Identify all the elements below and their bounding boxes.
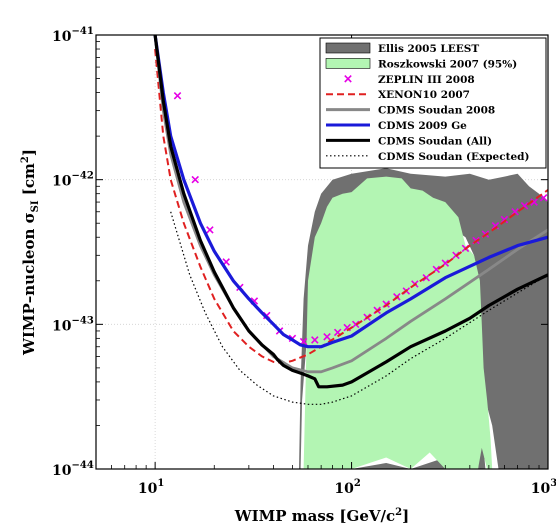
series-zeplin-marker-30 bbox=[511, 207, 519, 216]
series-zeplin-marker-1 bbox=[191, 175, 199, 184]
ticks: 101 102 103 10−44 10−43 10−42 10−41 bbox=[52, 26, 556, 497]
series-zeplin-marker-29 bbox=[500, 215, 509, 224]
legend-label-cdms2009: CDMS 2009 Ge bbox=[378, 120, 467, 132]
legend-symbol-zeplin bbox=[344, 75, 352, 83]
x-tick-label-1: 102 bbox=[334, 478, 360, 497]
y-axis-label: WIMP–nucleon σSI [cm2] bbox=[20, 149, 41, 356]
series-cdms2008-line bbox=[153, 35, 548, 374]
series-xenon-line bbox=[154, 48, 548, 364]
legend-label-zeplin: ZEPLIN III 2008 bbox=[378, 74, 475, 86]
y-tick-label-1: 10−43 bbox=[52, 315, 94, 334]
series-zeplin-marker-32 bbox=[530, 198, 538, 206]
series-zeplin-marker-14 bbox=[351, 320, 360, 329]
legend-label-cdms_expected: CDMS Soudan (Expected) bbox=[378, 151, 529, 163]
legend-label-cdms2008: CDMS Soudan 2008 bbox=[378, 105, 495, 117]
legend-symbol-roszkowski bbox=[325, 58, 371, 69]
legend-label-cdms_all: CDMS Soudan (All) bbox=[378, 135, 492, 147]
series-zeplin-marker-28 bbox=[491, 222, 500, 230]
plot-area bbox=[153, 35, 548, 469]
series-zeplin-marker-11 bbox=[323, 333, 331, 341]
x-axis-label: WIMP mass [GeV/c2] bbox=[234, 507, 409, 525]
legend-label-xenon: XENON10 2007 bbox=[378, 89, 470, 101]
x-tick-label-0: 101 bbox=[138, 478, 164, 497]
y-tick-label-2: 10−42 bbox=[52, 171, 94, 190]
plot-frame bbox=[95, 34, 549, 470]
legend-symbol-ellis bbox=[325, 42, 371, 54]
series-zeplin-marker-10 bbox=[311, 336, 319, 344]
series-cdms_all-line bbox=[153, 35, 548, 389]
y-tick-label-0: 10−44 bbox=[52, 460, 94, 479]
x-tick-label-2: 103 bbox=[531, 478, 556, 497]
legend-label-roszkowski: Roszkowski 2007 (95%) bbox=[378, 58, 517, 70]
series-zeplin-marker-21 bbox=[422, 273, 431, 282]
legend: Ellis 2005 LEEST Roszkowski 2007 (95%) ZEP… bbox=[319, 37, 547, 169]
series-zeplin-marker-0 bbox=[173, 92, 182, 100]
series-cdms2009-line bbox=[153, 35, 548, 349]
y-tick-label-3: 10−41 bbox=[52, 26, 94, 45]
series-zeplin-marker-2 bbox=[206, 226, 214, 234]
legend-label-ellis: Ellis 2005 LEEST bbox=[378, 43, 479, 55]
